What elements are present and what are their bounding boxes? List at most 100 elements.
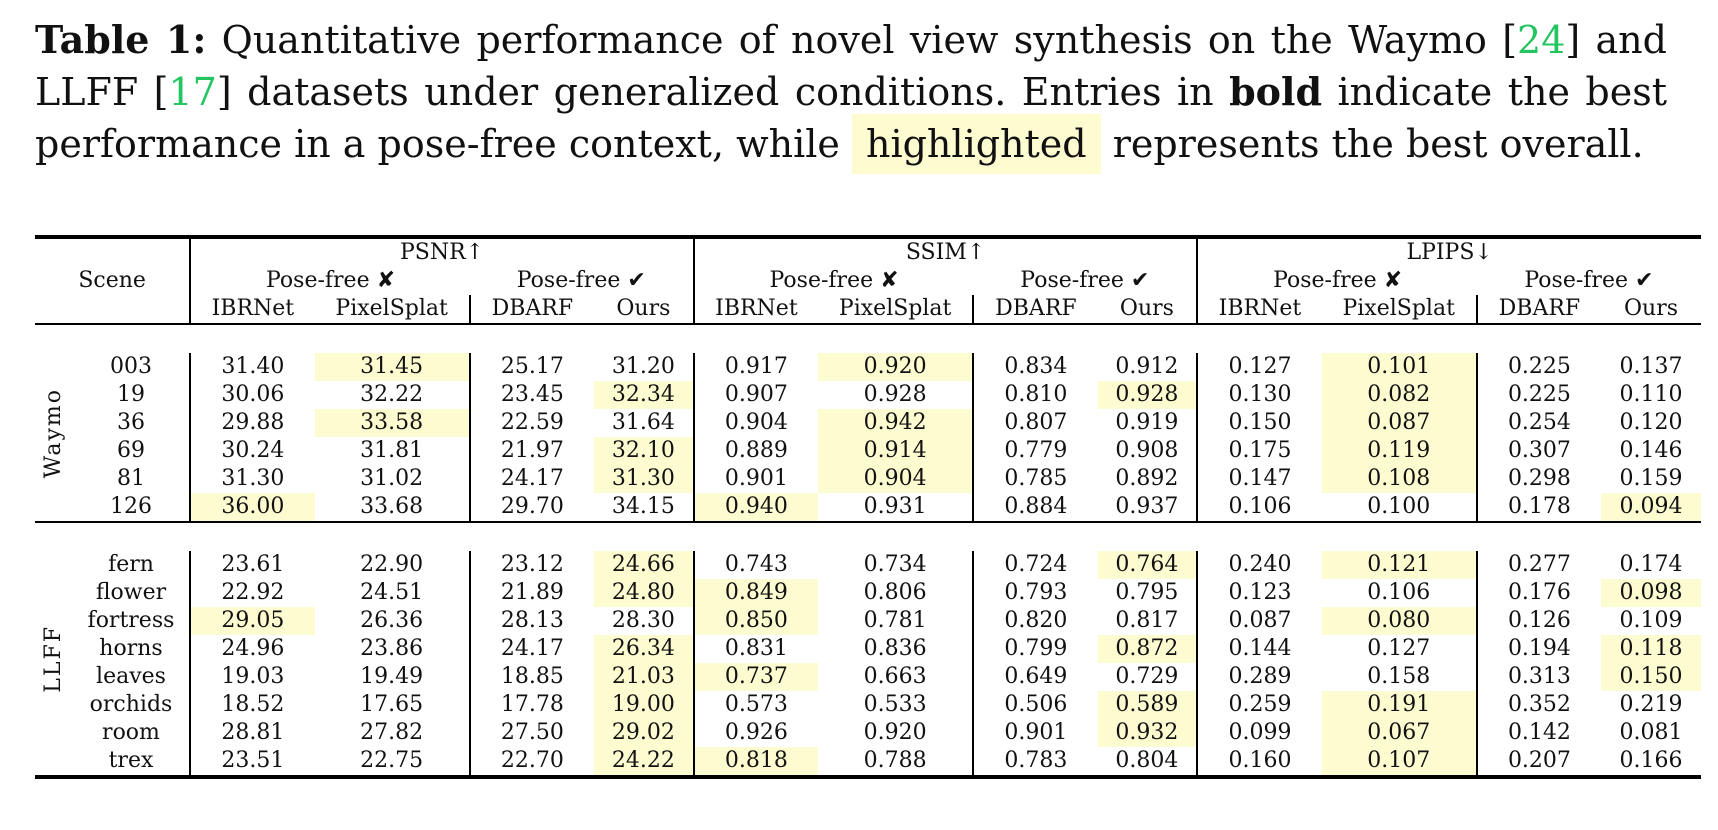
ssim-value-cell: 0.928 xyxy=(1097,381,1198,409)
lpips-value-cell: 0.240 xyxy=(1196,551,1322,579)
psnr-value-cell: 22.75 xyxy=(314,747,471,777)
psnr-value-cell: 22.70 xyxy=(500,748,564,773)
ssim-value-cell: 0.810 xyxy=(1004,382,1068,407)
psnr-value-cell: 34.15 xyxy=(611,494,675,519)
ssim-value-cell: 0.799 xyxy=(1004,636,1068,661)
ssim-value-cell: 0.649 xyxy=(1004,664,1068,689)
metric-header-psnr: PSNR↑ xyxy=(189,237,694,267)
ssim-value-cell: 0.820 xyxy=(1004,608,1068,633)
results-table: Scene PSNR↑ SSIM↑ LPIPS↓ Pose-free ✘ Pos… xyxy=(35,235,1701,779)
table-row: 126 36.00 33.68 29.70 34.15 0.940 0.931 0.884 0.… xyxy=(35,493,1701,522)
lpips-value-cell: 0.254 xyxy=(1507,410,1571,435)
ssim-value-cell: 0.912 xyxy=(1115,354,1179,379)
method-header-ours: Ours xyxy=(1119,296,1174,321)
lpips-value-cell: 0.098 xyxy=(1601,579,1701,607)
reference-link[interactable]: 17 xyxy=(168,70,217,114)
lpips-value-cell: 0.099 xyxy=(1196,719,1322,747)
lpips-value-cell: 0.094 xyxy=(1601,493,1701,522)
lpips-value-cell: 0.150 xyxy=(1196,409,1322,437)
psnr-value-cell: 24.17 xyxy=(500,466,564,491)
lpips-value-cell: 0.110 xyxy=(1619,382,1683,407)
psnr-value-cell: 17.65 xyxy=(314,691,471,719)
psnr-value-cell: 30.06 xyxy=(189,381,315,409)
lpips-value-cell: 0.147 xyxy=(1196,465,1322,493)
ssim-value-cell: 0.850 xyxy=(692,607,819,635)
ssim-value-cell: 0.533 xyxy=(818,691,975,719)
psnr-value-cell: 31.30 xyxy=(593,465,694,493)
scene-cell: leaves xyxy=(96,664,166,689)
scene-header: Scene xyxy=(78,268,146,293)
lpips-value-cell: 0.087 xyxy=(1196,607,1322,635)
psnr-value-cell: 22.59 xyxy=(500,410,564,435)
ssim-value-cell: 0.785 xyxy=(1004,466,1068,491)
psnr-value-cell: 22.92 xyxy=(189,579,315,607)
ssim-value-cell: 0.942 xyxy=(818,409,975,437)
psnr-value-cell: 29.05 xyxy=(189,607,315,635)
lpips-value-cell: 0.174 xyxy=(1619,552,1683,577)
psnr-value-cell: 33.58 xyxy=(314,409,471,437)
lpips-value-cell: 0.123 xyxy=(1196,579,1322,607)
ssim-value-cell: 0.932 xyxy=(1097,719,1198,747)
caption-text: ] and LLFF [ xyxy=(35,18,1667,114)
table-row: LLFF fern 23.61 22.90 23.12 24.66 0.743 0.734 0.… xyxy=(35,551,1701,693)
scene-cell: 19 xyxy=(116,382,145,407)
ssim-value-cell: 0.884 xyxy=(1004,494,1068,519)
caption-text: Quantitative performance of novel view s… xyxy=(206,18,1518,62)
ssim-value-cell: 0.781 xyxy=(818,607,975,635)
lpips-value-cell: 0.289 xyxy=(1196,663,1322,691)
lpips-value-cell: 0.118 xyxy=(1601,635,1701,663)
lpips-value-cell: 0.175 xyxy=(1196,437,1322,465)
psnr-value-cell: 22.90 xyxy=(314,551,471,579)
method-header-ours: Ours xyxy=(616,296,671,321)
lpips-value-cell: 0.194 xyxy=(1507,636,1571,661)
psnr-value-cell: 28.30 xyxy=(611,608,675,633)
lpips-value-cell: 0.277 xyxy=(1507,552,1571,577)
caption-label: Table 1: xyxy=(35,17,207,62)
caption-text: indicate the best performance in a pose-… xyxy=(35,70,1668,166)
psnr-value-cell: 23.12 xyxy=(500,552,564,577)
lpips-value-cell: 0.120 xyxy=(1619,410,1683,435)
ssim-value-cell: 0.663 xyxy=(818,663,975,691)
lpips-value-cell: 0.130 xyxy=(1196,381,1322,409)
psnr-value-cell: 28.81 xyxy=(189,719,315,747)
table-caption: Table 1: Quantitative performance of nov… xyxy=(35,14,1668,174)
lpips-value-cell: 0.313 xyxy=(1507,664,1571,689)
group-header-pose-free: Pose-free ✔ xyxy=(1020,268,1150,293)
ssim-value-cell: 0.892 xyxy=(1115,466,1179,491)
psnr-value-cell: 25.17 xyxy=(500,354,564,379)
ssim-value-cell: 0.907 xyxy=(692,381,819,409)
ssim-value-cell: 0.940 xyxy=(692,493,819,522)
scene-cell: 126 xyxy=(109,494,152,519)
lpips-value-cell: 0.081 xyxy=(1619,720,1683,745)
lpips-value-cell: 0.106 xyxy=(1321,579,1478,607)
psnr-value-cell: 26.36 xyxy=(314,607,471,635)
psnr-value-cell: 32.10 xyxy=(593,437,694,465)
lpips-value-cell: 0.137 xyxy=(1619,354,1683,379)
lpips-value-cell: 0.108 xyxy=(1321,465,1478,493)
ssim-value-cell: 0.506 xyxy=(1004,692,1068,717)
table-row: Waymo 003 31.40 31.45 25.17 31.20 0.917 0.920 0.… xyxy=(35,353,1701,478)
lpips-value-cell: 0.352 xyxy=(1507,692,1571,717)
lpips-value-cell: 0.146 xyxy=(1619,438,1683,463)
psnr-value-cell: 29.02 xyxy=(593,719,694,747)
psnr-value-cell: 29.88 xyxy=(189,409,315,437)
lpips-value-cell: 0.106 xyxy=(1196,493,1322,522)
table-row: fortress 29.05 26.36 28.13 28.30 0.850 0.781 0.… xyxy=(35,607,1701,635)
psnr-value-cell: 24.66 xyxy=(593,551,694,579)
ssim-value-cell: 0.920 xyxy=(818,719,975,747)
psnr-value-cell: 31.45 xyxy=(314,353,471,381)
ssim-value-cell: 0.573 xyxy=(692,691,819,719)
psnr-value-cell: 26.34 xyxy=(593,635,694,663)
ssim-value-cell: 0.806 xyxy=(818,579,975,607)
psnr-value-cell: 18.85 xyxy=(500,664,564,689)
psnr-value-cell: 29.70 xyxy=(500,494,564,519)
ssim-value-cell: 0.737 xyxy=(692,663,819,691)
ssim-value-cell: 0.901 xyxy=(692,465,819,493)
reference-link[interactable]: 24 xyxy=(1517,18,1566,62)
psnr-value-cell: 30.24 xyxy=(189,437,315,465)
ssim-value-cell: 0.831 xyxy=(692,635,819,663)
lpips-value-cell: 0.126 xyxy=(1507,608,1571,633)
lpips-value-cell: 0.109 xyxy=(1619,608,1683,633)
ssim-value-cell: 0.724 xyxy=(1004,552,1068,577)
psnr-value-cell: 32.34 xyxy=(593,381,694,409)
